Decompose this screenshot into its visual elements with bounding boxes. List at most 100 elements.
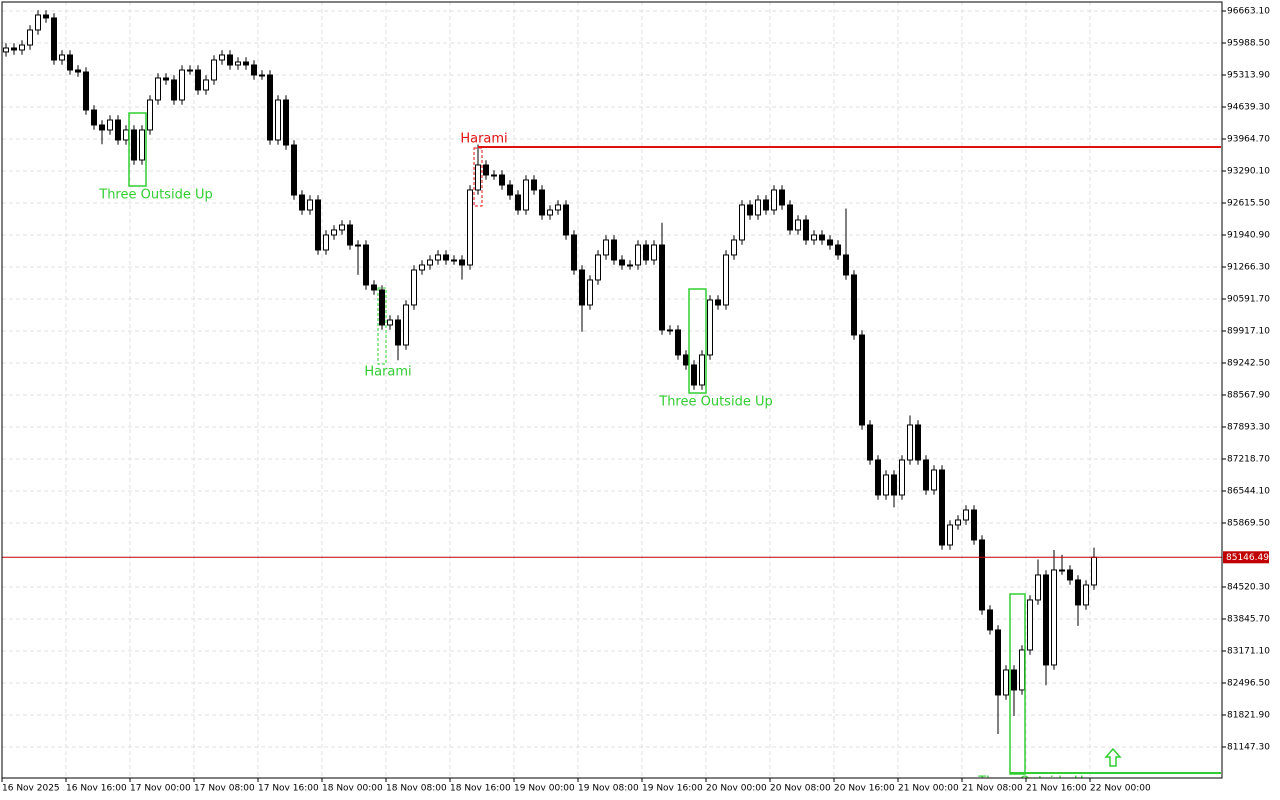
candle-body <box>587 279 593 306</box>
candle-body <box>515 194 521 211</box>
candle-body <box>235 61 241 66</box>
pattern-label: Three Outside Up <box>98 188 212 203</box>
candle-body <box>915 424 921 461</box>
y-tick-label: 81147.30 <box>1227 743 1270 753</box>
candle-body <box>507 184 513 196</box>
pattern-label: Harami <box>364 365 411 380</box>
y-tick-label: 84520.30 <box>1227 583 1270 593</box>
buy-arrow <box>1104 747 1122 767</box>
candle-body <box>1091 556 1097 586</box>
candle-body <box>179 69 185 101</box>
candle-body <box>387 319 393 326</box>
candle-body <box>531 179 537 191</box>
y-tick-label: 93964.70 <box>1227 134 1270 144</box>
axes: 96663.10 95988.50 95313.90 94639.30 93964.70… <box>1 6 1270 794</box>
candle-body <box>1075 579 1081 606</box>
candle-body <box>723 254 729 306</box>
x-tick-label: 17 Nov 08:00 <box>194 784 255 794</box>
candle-body <box>219 54 225 61</box>
candle-body <box>715 299 721 306</box>
candle-body <box>899 459 905 496</box>
candle-body <box>851 274 857 336</box>
x-tick-label: 21 Nov 08:00 <box>962 784 1023 794</box>
candle-body <box>35 14 41 31</box>
candle-body <box>259 74 265 77</box>
x-tick-label: 16 Nov 2025 <box>2 784 60 794</box>
y-tick-label: 88567.90 <box>1227 390 1270 400</box>
candle-body <box>51 17 57 61</box>
candle-body <box>579 269 585 306</box>
candle-body <box>3 47 9 53</box>
y-tick-label: 94639.30 <box>1227 102 1270 112</box>
candle-body <box>699 354 705 386</box>
candle-body <box>611 239 617 261</box>
x-tick-label: 19 Nov 00:00 <box>514 784 575 794</box>
candle-body <box>563 204 569 236</box>
candle-body <box>427 259 433 266</box>
candle-body <box>251 64 257 76</box>
candle-body <box>147 99 153 131</box>
candle-body <box>243 61 249 66</box>
y-tick-label: 96663.10 <box>1227 6 1270 16</box>
pattern-label: Three Outside Up <box>977 775 1091 790</box>
candle-body <box>371 284 377 291</box>
y-tick-label: 91266.30 <box>1227 262 1270 272</box>
candle-body <box>283 99 289 146</box>
candle-body <box>971 509 977 541</box>
candle-body <box>59 54 65 61</box>
pattern-box <box>688 288 707 394</box>
pattern-box <box>377 287 387 365</box>
candle-body <box>795 219 801 231</box>
x-tick-label: 19 Nov 16:00 <box>642 784 703 794</box>
candle-body <box>395 319 401 346</box>
y-tick-label: 89242.50 <box>1227 358 1270 368</box>
candle-body <box>67 54 73 71</box>
candle-body <box>459 259 465 266</box>
candle-body <box>443 254 449 261</box>
candle-body <box>875 459 881 496</box>
candle-body <box>139 129 145 161</box>
y-tick-label: 89917.10 <box>1227 326 1270 336</box>
candle-body <box>331 229 337 236</box>
y-tick-label: 95313.90 <box>1227 70 1270 80</box>
candle-body <box>267 74 273 141</box>
candle-body <box>803 219 809 241</box>
candle-body <box>811 234 817 241</box>
candle-body <box>651 244 657 261</box>
candle-body <box>787 204 793 231</box>
pattern-label: Harami <box>460 132 507 147</box>
y-tick-label: 90591.70 <box>1227 294 1270 304</box>
grid <box>1 2 1222 778</box>
candle-body <box>403 304 409 346</box>
candle-body <box>819 234 825 241</box>
x-tick-label: 20 Nov 16:00 <box>834 784 895 794</box>
candle-body <box>603 239 609 256</box>
x-tick-label: 18 Nov 00:00 <box>322 784 383 794</box>
candle-body <box>635 244 641 266</box>
plot-frame <box>1 1 1223 779</box>
y-tick-label: 87218.70 <box>1227 454 1270 464</box>
candle-body <box>619 259 625 266</box>
x-tick-label: 21 Nov 16:00 <box>1026 784 1087 794</box>
pattern-label: Three Outside Up <box>658 395 772 410</box>
candle-body <box>859 334 865 426</box>
candle-body <box>683 354 689 366</box>
candle-body <box>739 204 745 241</box>
candle-body <box>99 124 105 131</box>
candle-body <box>867 424 873 461</box>
candle-body <box>187 69 193 72</box>
y-tick-label: 83171.10 <box>1227 647 1270 657</box>
candle-body <box>755 199 761 216</box>
x-tick-label: 16 Nov 16:00 <box>66 784 127 794</box>
candle-body <box>275 99 281 141</box>
candle-body <box>1027 599 1033 651</box>
candle-body <box>523 179 529 211</box>
y-tick-label: 85869.50 <box>1227 519 1270 529</box>
candle-body <box>1043 574 1049 666</box>
candle-body <box>355 244 361 247</box>
candle-body <box>299 194 305 211</box>
candle-body <box>435 254 441 261</box>
candle-body <box>131 129 137 161</box>
candle-body <box>955 519 961 526</box>
